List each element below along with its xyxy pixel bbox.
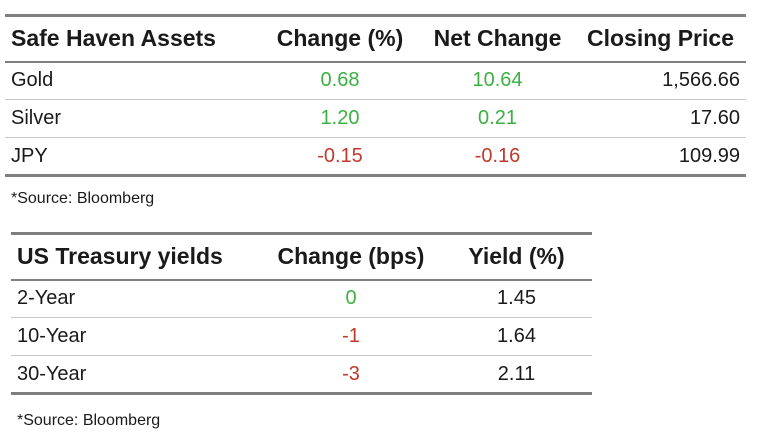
header-safe-haven-assets: Safe Haven Assets [5,15,260,63]
header-change-bps: Change (bps) [261,233,441,281]
table-row: JPY -0.15 -0.16 109.99 [5,138,746,176]
table-header-row: Safe Haven Assets Change (%) Net Change … [5,15,746,63]
term-label: 10-Year [11,317,261,356]
table-row: Silver 1.20 0.21 17.60 [5,99,746,138]
table-header-row: US Treasury yields Change (bps) Yield (%… [11,233,592,281]
table-row: 30-Year -3 2.11 [11,356,592,394]
net-change-value: 10.64 [420,61,575,100]
header-us-treasury-yields: US Treasury yields [11,233,261,281]
header-closing-price: Closing Price [575,15,746,63]
asset-name: Silver [5,99,260,138]
net-change-value: 0.21 [420,99,575,138]
table-row: Gold 0.68 10.64 1,566.66 [5,61,746,100]
term-label: 30-Year [17,362,87,385]
header-net-change: Net Change [420,15,575,63]
asset-name: JPY [11,144,48,167]
table-row: 2-Year 0 1.45 [11,279,592,318]
change-pct-value: -0.15 [317,144,363,167]
change-bps-value: 0 [261,279,441,318]
asset-name: Gold [5,61,260,100]
us-treasury-yields-table: US Treasury yields Change (bps) Yield (%… [11,232,592,395]
closing-price-value: 1,566.66 [575,61,746,100]
header-change-pct: Change (%) [260,15,420,63]
table-row: 10-Year -1 1.64 [11,317,592,356]
header-yield-pct: Yield (%) [441,233,592,281]
change-pct-value: 0.68 [260,61,420,100]
net-change-value: -0.16 [474,144,521,167]
term-label: 2-Year [11,279,261,318]
closing-price-value: 109.99 [678,144,740,167]
source-note: *Source: Bloomberg [17,412,161,429]
yield-value: 2.11 [497,362,536,385]
yield-value: 1.45 [441,279,592,318]
change-bps-value: -1 [261,317,441,356]
closing-price-value: 17.60 [575,99,746,138]
yield-value: 1.64 [441,317,592,356]
safe-haven-assets-table: Safe Haven Assets Change (%) Net Change … [5,14,746,177]
change-pct-value: 1.20 [260,99,420,138]
source-note: *Source: Bloomberg [11,190,155,207]
change-bps-value: -3 [342,362,360,385]
